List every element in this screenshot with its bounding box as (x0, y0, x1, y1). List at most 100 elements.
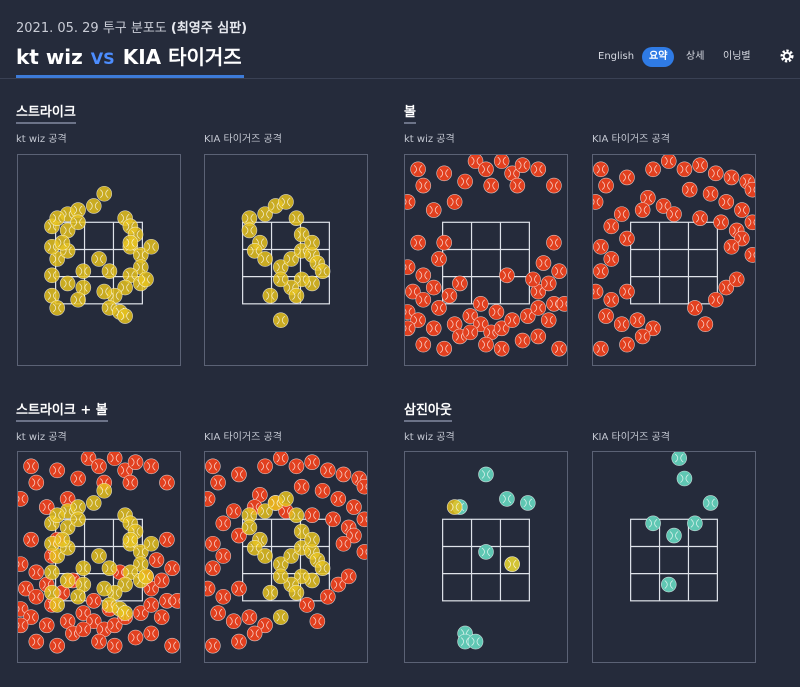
strike-pitch-marker (44, 564, 60, 581)
ball-pitch-marker (514, 332, 531, 349)
strike-pitch-marker (257, 206, 273, 222)
strike-zone-grid (442, 518, 530, 602)
ball-pitch-marker (205, 458, 221, 475)
ball-pitch-marker (530, 161, 547, 178)
ball-pitch-marker (666, 206, 682, 222)
ball-pitch-marker (744, 247, 755, 263)
strike-zone-grid (630, 518, 718, 602)
ball-pitch-marker (530, 328, 547, 345)
ball-pitch-marker (205, 535, 221, 552)
strike-pitch-marker (288, 507, 305, 524)
ball-pitch-marker (340, 568, 357, 585)
nav-detail[interactable]: 상세 (686, 51, 705, 62)
ball-pitch-marker (205, 491, 216, 507)
section-ball: 볼 (404, 101, 416, 124)
ball-pitch-marker (619, 283, 635, 300)
strikeout-pitch-marker (660, 576, 677, 593)
label-kt-attack: kt wiz 공격 (404, 432, 455, 443)
strike-pitch-marker (283, 548, 300, 564)
ball-pitch-marker (405, 259, 416, 275)
strike-pitch-marker (59, 572, 76, 589)
strike-pitch-marker (257, 503, 273, 519)
strike-pitch-marker (272, 556, 289, 572)
label-kt-attack: kt wiz 공격 (16, 134, 67, 145)
ball-pitch-marker (18, 580, 34, 597)
ball-pitch-marker (127, 454, 144, 470)
ball-pitch-marker (619, 169, 635, 186)
strike-pitch-marker (122, 234, 139, 251)
ball-pitch-marker (23, 609, 39, 625)
nav-english[interactable]: English (598, 51, 635, 62)
nav-summary[interactable]: 요약 (642, 47, 675, 67)
ball-pitch-marker (734, 230, 750, 247)
ball-pitch-marker (330, 576, 347, 593)
ball-pitch-marker (645, 320, 661, 337)
ball-pitch-marker (540, 275, 557, 292)
strike-pitch-marker (304, 531, 320, 548)
ball-pitch-marker (314, 482, 331, 499)
ball-pitch-marker (436, 340, 452, 357)
ball-pitch-marker (91, 633, 107, 650)
ball-pitch-marker (91, 458, 107, 475)
section-strike-ball: 스트라이크 + 볼 (16, 399, 108, 422)
ball-pitch-marker (164, 560, 180, 577)
ball-pitch-marker (718, 279, 735, 296)
ball-pitch-marker (446, 194, 463, 210)
strike-pitch-marker (143, 238, 160, 255)
strike-pitch-marker (96, 580, 113, 597)
ball-pitch-marker (205, 560, 221, 577)
ball-pitch-marker (356, 478, 367, 495)
strike-kia-chart (204, 154, 368, 366)
strike-pitch-marker (504, 556, 520, 572)
strike-pitch-marker (117, 605, 133, 621)
ball-pitch-marker (18, 491, 29, 507)
ball-pitch-marker (159, 531, 175, 548)
ball-pitch-marker (122, 474, 139, 491)
ball-pitch-marker (744, 214, 755, 231)
ball-pitch-marker (593, 238, 609, 255)
ball-pitch-marker (493, 340, 510, 357)
strike-pitch-marker (246, 540, 263, 556)
strike-pitch-marker (117, 576, 133, 593)
ball-pitch-marker (231, 466, 247, 483)
ball-pitch-marker (660, 155, 677, 169)
strike-pitch-marker (288, 584, 305, 601)
ball-pitch-marker (520, 308, 536, 324)
ball-pitch-marker (452, 275, 468, 292)
strike-pitch-marker (241, 519, 258, 536)
ball-pitch-marker (304, 454, 320, 470)
ball-pitch-marker (153, 572, 170, 589)
strike-pitch-marker (91, 548, 107, 564)
ball-pitch-marker (472, 296, 489, 312)
header: 2021. 05. 29 투구 분포도 (최영주 심판) kt wiz VS KIA… (0, 0, 800, 79)
label-kt-attack: kt wiz 공격 (16, 432, 67, 443)
strikeball-kia-svg (205, 452, 367, 654)
ball-pitch-marker (645, 161, 661, 178)
gear-icon[interactable] (779, 48, 795, 64)
ball-pitch-marker (697, 316, 714, 333)
ball-pitch-marker (272, 452, 289, 466)
ball-pitch-marker (462, 308, 479, 324)
strike-pitch-marker (44, 267, 60, 284)
ball-pitch-marker (504, 312, 520, 328)
ball-kt-svg (405, 155, 567, 357)
ball-pitch-marker (629, 312, 646, 328)
ball-pitch-marker (106, 637, 123, 654)
ball-pitch-marker (28, 474, 45, 491)
ball-pitch-marker (80, 452, 97, 466)
ball-pitch-marker (325, 511, 341, 528)
strike-kt-chart (17, 154, 181, 366)
ball-pitch-marker (59, 491, 76, 507)
label-kia-attack: KIA 타이거즈 공격 (204, 432, 282, 443)
ball-pitch-marker (85, 613, 102, 630)
ball-pitch-marker (457, 173, 473, 190)
nav-inning[interactable]: 이닝별 (723, 51, 751, 62)
ball-pitch-marker (530, 300, 547, 316)
strike-pitch-marker (272, 609, 289, 625)
ball-pitch-marker (127, 629, 144, 646)
ball-pitch-marker (415, 177, 432, 194)
ball-pitch-marker (603, 218, 620, 235)
ball-pitch-marker (499, 267, 515, 284)
strikeout-pitch-marker (671, 452, 688, 466)
strike-pitch-marker (117, 308, 133, 324)
